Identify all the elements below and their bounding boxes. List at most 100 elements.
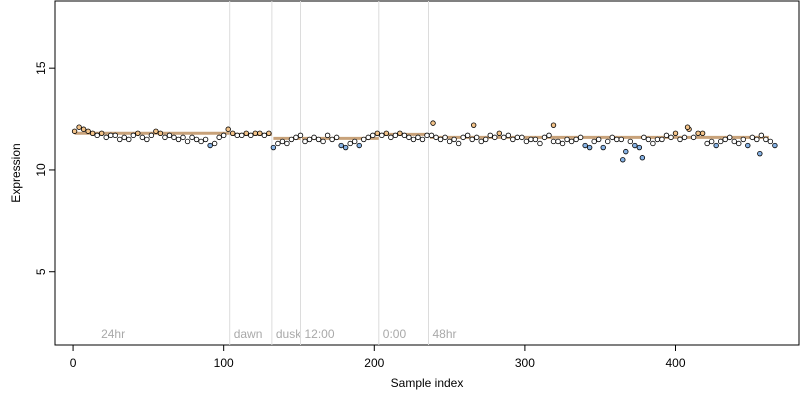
data-point xyxy=(555,138,561,145)
data-point xyxy=(198,138,204,145)
data-point xyxy=(437,136,444,143)
plot-frame xyxy=(54,0,800,346)
data-point xyxy=(166,132,173,139)
data-point xyxy=(510,136,516,143)
data-point xyxy=(275,140,281,147)
data-point xyxy=(541,134,548,141)
data-point xyxy=(315,136,322,143)
data-point xyxy=(532,136,539,143)
data-point xyxy=(474,134,480,141)
data-point xyxy=(410,136,417,143)
data-point xyxy=(85,128,91,134)
separator-label: 12:00 xyxy=(304,327,334,341)
x-tick-label: 0 xyxy=(70,356,77,370)
data-point xyxy=(632,142,638,149)
separator-label: 0:00 xyxy=(383,327,407,341)
data-point xyxy=(537,140,543,147)
data-point xyxy=(586,144,593,151)
separator-label: dawn xyxy=(234,327,263,341)
y-tick-label: 5 xyxy=(34,268,48,275)
data-point xyxy=(76,124,82,130)
data-point xyxy=(727,134,733,141)
data-point xyxy=(220,132,227,139)
data-point xyxy=(297,132,304,139)
data-point xyxy=(519,134,525,141)
data-point xyxy=(623,148,629,155)
data-point xyxy=(279,138,286,145)
data-point xyxy=(94,132,100,139)
y-axis-title: Expression xyxy=(9,143,23,202)
data-point xyxy=(736,140,742,147)
data-point xyxy=(144,136,150,143)
data-point xyxy=(320,138,326,145)
data-point xyxy=(460,134,466,141)
data-point xyxy=(767,138,774,145)
data-point xyxy=(430,120,436,126)
data-points xyxy=(71,120,778,163)
data-point xyxy=(627,138,634,145)
data-point xyxy=(690,134,697,141)
x-tick-label: 100 xyxy=(214,356,234,370)
y-axis: 5 10 15 xyxy=(34,61,55,275)
data-point xyxy=(248,132,254,139)
data-point xyxy=(546,132,552,139)
data-point xyxy=(772,142,778,149)
data-point xyxy=(112,132,118,139)
data-point xyxy=(745,142,751,149)
data-point xyxy=(550,122,557,128)
data-point xyxy=(148,132,155,139)
data-point xyxy=(757,150,763,157)
x-tick-label: 400 xyxy=(665,356,685,370)
data-point xyxy=(564,136,570,143)
data-point xyxy=(103,134,109,141)
data-point xyxy=(568,138,575,145)
y-tick-label: 15 xyxy=(34,61,48,75)
data-point xyxy=(609,134,615,141)
data-point xyxy=(306,136,313,143)
data-point xyxy=(754,136,760,143)
data-point xyxy=(98,130,105,137)
data-point xyxy=(695,130,701,137)
data-point xyxy=(361,136,367,143)
data-point xyxy=(230,130,236,137)
data-point xyxy=(130,132,137,139)
data-point xyxy=(139,134,146,141)
data-point xyxy=(483,136,489,143)
data-point xyxy=(342,144,349,151)
data-point xyxy=(614,136,620,143)
data-point xyxy=(559,140,566,147)
data-point xyxy=(397,130,403,137)
data-point xyxy=(89,130,96,137)
data-point xyxy=(338,142,344,149)
data-point xyxy=(406,134,412,141)
data-point xyxy=(492,134,498,141)
data-point xyxy=(424,132,430,139)
data-point xyxy=(446,138,453,145)
data-point xyxy=(333,134,340,141)
separator-label: 24hr xyxy=(101,327,125,341)
data-point xyxy=(388,134,394,141)
data-point xyxy=(717,138,724,145)
data-point xyxy=(261,132,268,139)
data-point xyxy=(428,132,435,139)
data-point xyxy=(401,132,408,139)
data-point xyxy=(157,130,164,137)
data-point xyxy=(722,136,728,143)
data-point xyxy=(713,142,719,149)
data-point xyxy=(641,134,647,141)
data-point xyxy=(293,134,299,141)
data-point xyxy=(645,136,652,143)
data-point xyxy=(618,136,624,143)
data-point xyxy=(514,134,521,141)
data-point xyxy=(225,126,231,132)
data-point xyxy=(266,130,272,137)
data-point xyxy=(374,130,380,137)
y-tick-label: 10 xyxy=(34,163,48,177)
data-point xyxy=(365,134,371,141)
data-point xyxy=(180,134,186,141)
data-point xyxy=(117,136,123,143)
data-point xyxy=(379,132,385,139)
data-point xyxy=(184,138,191,145)
data-point xyxy=(605,138,611,145)
